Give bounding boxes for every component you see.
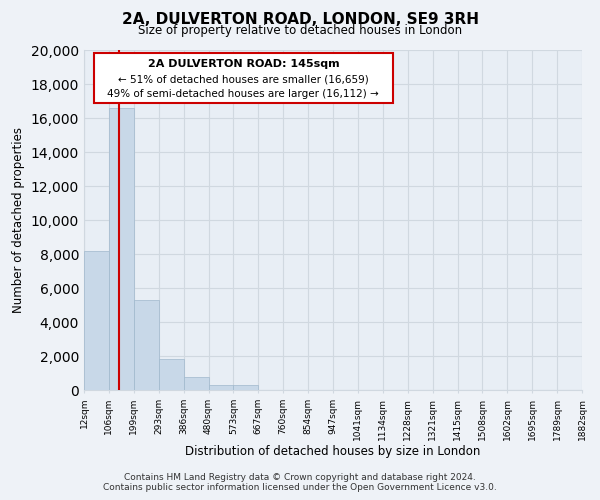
Y-axis label: Number of detached properties: Number of detached properties [12, 127, 25, 313]
Text: 2A DULVERTON ROAD: 145sqm: 2A DULVERTON ROAD: 145sqm [148, 59, 339, 69]
Bar [209, 385, 233, 390]
Text: ← 51% of detached houses are smaller (16,659): ← 51% of detached houses are smaller (16… [118, 74, 369, 84]
Text: 49% of semi-detached houses are larger (16,112) →: 49% of semi-detached houses are larger (… [107, 89, 379, 99]
X-axis label: Distribution of detached houses by size in London: Distribution of detached houses by size … [185, 446, 481, 458]
Bar [84, 250, 109, 390]
Bar [109, 108, 134, 390]
Text: 2A, DULVERTON ROAD, LONDON, SE9 3RH: 2A, DULVERTON ROAD, LONDON, SE9 3RH [121, 12, 479, 28]
Text: Contains HM Land Registry data © Crown copyright and database right 2024.
Contai: Contains HM Land Registry data © Crown c… [103, 473, 497, 492]
Text: Size of property relative to detached houses in London: Size of property relative to detached ho… [138, 24, 462, 37]
Bar [134, 300, 159, 390]
Bar [184, 378, 209, 390]
FancyBboxPatch shape [94, 54, 393, 102]
Bar [233, 385, 259, 390]
Bar [159, 360, 184, 390]
